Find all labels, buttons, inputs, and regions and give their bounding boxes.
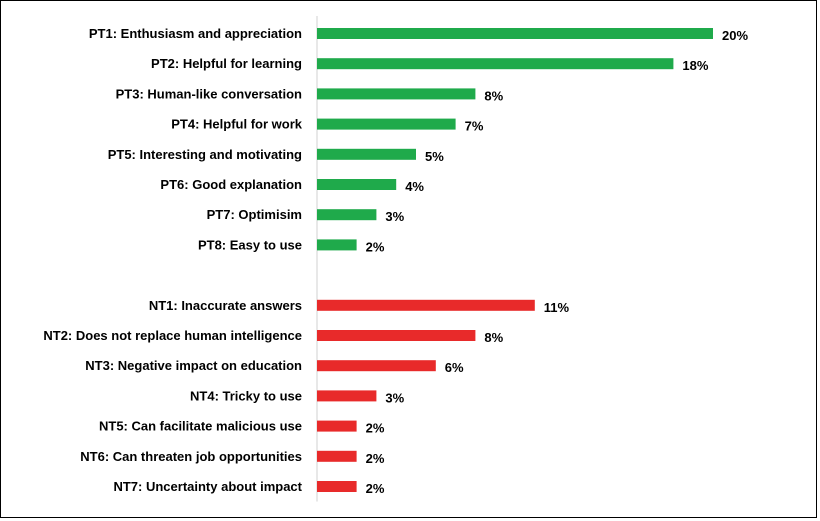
data-label-pt5: 5% <box>425 149 444 164</box>
data-label-pt2: 18% <box>682 58 708 73</box>
data-label-pt7: 3% <box>385 209 404 224</box>
bar-pt3 <box>317 88 476 100</box>
category-label-pt2: PT2: Helpful for learning <box>151 56 302 71</box>
category-label-pt1: PT1: Enthusiasm and appreciation <box>89 26 302 41</box>
bar-pt7 <box>317 209 377 221</box>
category-label-nt2: NT2: Does not replace human intelligence <box>43 328 302 343</box>
bar-nt5 <box>317 420 357 432</box>
data-label-pt6: 4% <box>405 179 424 194</box>
bar-pt5 <box>317 148 416 160</box>
bar-nt2 <box>317 330 476 341</box>
data-label-nt7: 2% <box>366 481 385 496</box>
bar-nt1 <box>317 299 535 311</box>
category-label-pt6: PT6: Good explanation <box>160 177 302 192</box>
bar-nt7 <box>317 481 357 492</box>
category-label-nt1: NT1: Inaccurate answers <box>149 298 302 313</box>
bar-pt8 <box>317 239 357 251</box>
category-label-pt3: PT3: Human-like conversation <box>116 86 302 101</box>
category-label-pt8: PT8: Easy to use <box>198 237 302 252</box>
bar-pt1 <box>317 28 713 39</box>
category-label-pt7: PT7: Optimisim <box>207 207 302 222</box>
bar-pt6 <box>317 179 397 190</box>
category-label-nt5: NT5: Can facilitate malicious use <box>99 419 302 434</box>
bar-nt6 <box>317 450 357 462</box>
bar-pt4 <box>317 118 456 130</box>
data-label-pt3: 8% <box>484 88 503 103</box>
category-label-nt4: NT4: Tricky to use <box>190 388 302 403</box>
data-label-nt3: 6% <box>445 360 464 375</box>
bar-nt3 <box>317 360 436 372</box>
data-label-nt5: 2% <box>366 421 385 436</box>
data-label-nt1: 11% <box>544 300 570 315</box>
data-label-pt1: 20% <box>722 28 748 43</box>
data-label-pt4: 7% <box>465 119 484 134</box>
data-label-nt2: 8% <box>484 330 503 345</box>
category-label-pt5: PT5: Interesting and motivating <box>108 147 302 162</box>
bar-nt4 <box>317 390 377 402</box>
category-label-nt7: NT7: Uncertainty about impact <box>113 479 302 494</box>
category-label-nt3: NT3: Negative impact on education <box>85 358 302 373</box>
data-label-nt6: 2% <box>366 451 385 466</box>
bar-pt2 <box>317 58 674 70</box>
category-label-nt6: NT6: Can threaten job opportunities <box>80 449 302 464</box>
category-label-pt4: PT4: Helpful for work <box>171 117 303 132</box>
data-label-pt8: 2% <box>366 239 385 254</box>
data-label-nt4: 3% <box>385 390 404 405</box>
